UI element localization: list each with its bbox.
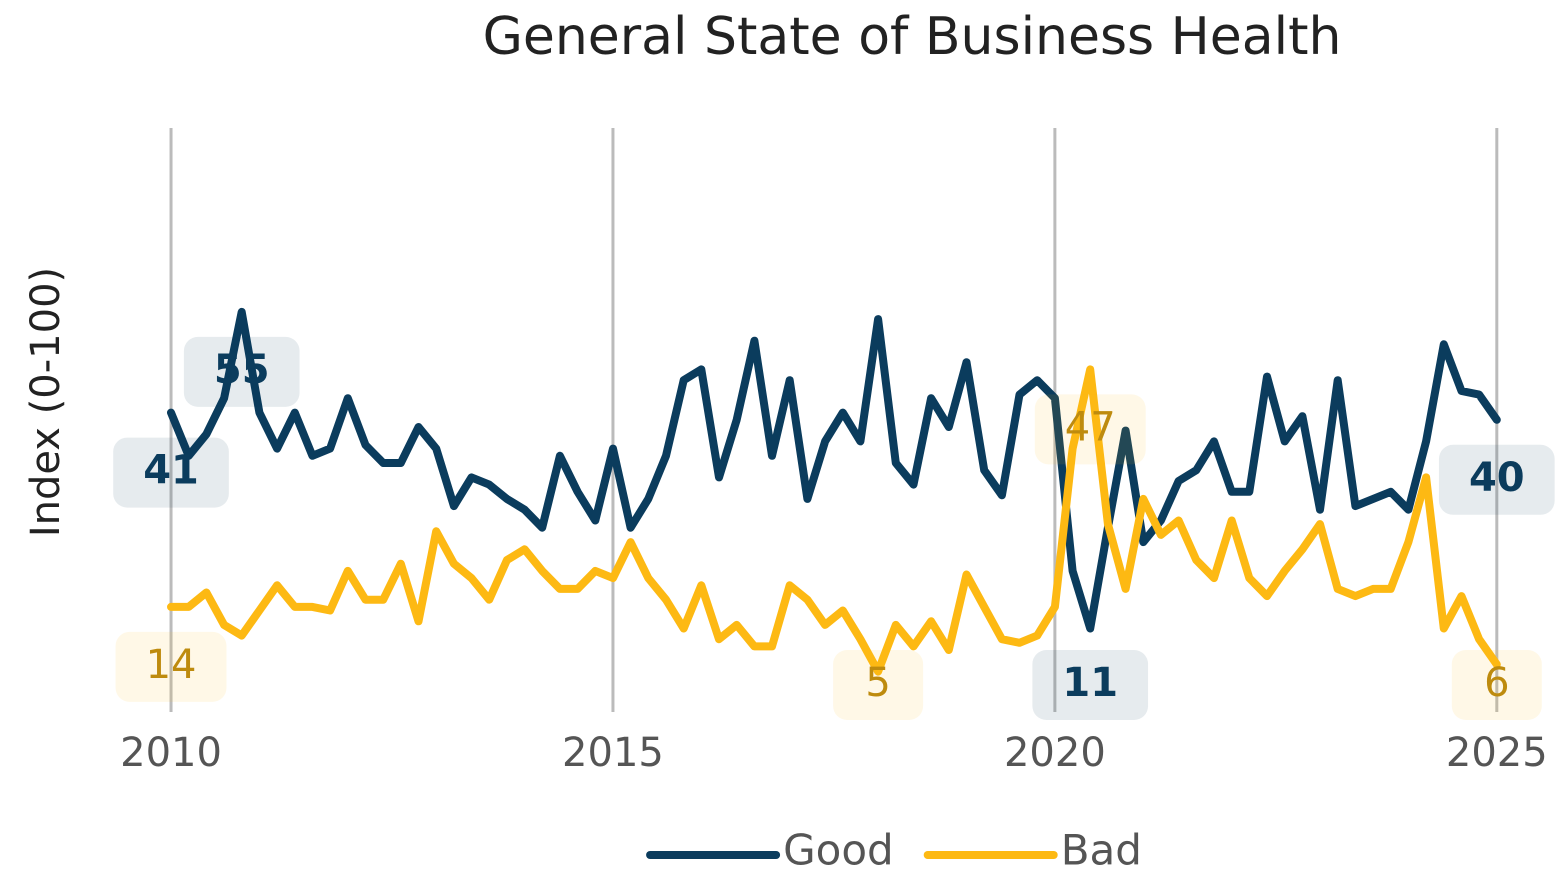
value-label-box [1451, 650, 1542, 720]
value-label-text: 5 [865, 660, 890, 706]
value-label: 14 [115, 631, 227, 702]
value-label: 55 [183, 336, 300, 407]
line [167, 365, 1501, 676]
value-label: 41 [113, 437, 229, 508]
value-label: 6 [1451, 650, 1542, 720]
value-label: 11 [1032, 650, 1149, 720]
value-label-text: 40 [1469, 455, 1525, 501]
value-label-text: 14 [146, 642, 197, 688]
x-tick-label: 2010 [120, 730, 222, 776]
value-label-box [1034, 394, 1146, 465]
value-label-text: 47 [1065, 404, 1116, 450]
value-label-text: 6 [1484, 660, 1509, 706]
value-label-box [115, 631, 227, 702]
value-label-text: 11 [1062, 660, 1118, 706]
value-label-text: 55 [214, 347, 270, 393]
line [167, 307, 1501, 633]
x-tick-label: 2025 [1446, 730, 1548, 776]
value-label-box [183, 336, 300, 407]
legend: Good Bad [646, 826, 1142, 875]
x-tick-label: 2015 [562, 730, 664, 776]
value-label-box [1438, 444, 1555, 515]
x-tick-label: 2020 [1004, 730, 1106, 776]
legend-label: Good [783, 826, 894, 875]
chart-title: General State of Business Health [483, 7, 1342, 67]
legend-label: Bad [1061, 826, 1142, 875]
value-label: 5 [833, 650, 924, 720]
value-label-box [833, 650, 924, 720]
value-label-box [113, 437, 229, 508]
value-label: 47 [1034, 394, 1146, 465]
value-label-text: 41 [143, 448, 199, 494]
value-label: 40 [1438, 444, 1555, 515]
y-axis-label: Index (0-100) [23, 267, 69, 537]
value-label-box [1032, 650, 1149, 720]
